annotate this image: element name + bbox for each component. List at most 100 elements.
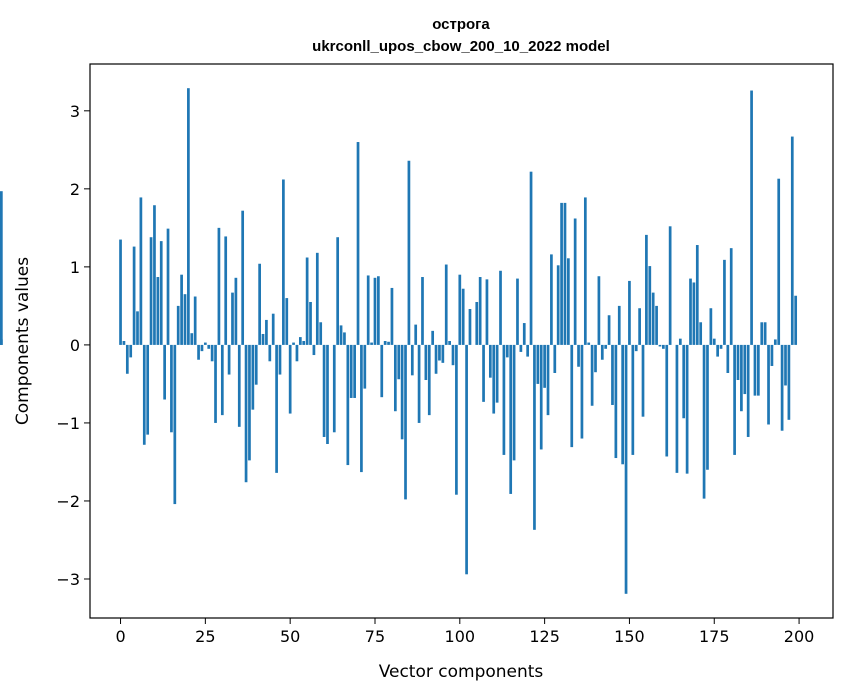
bar bbox=[567, 258, 570, 345]
bar bbox=[600, 344, 604, 360]
bar bbox=[478, 277, 482, 345]
bar bbox=[241, 210, 245, 345]
bar bbox=[346, 344, 350, 466]
bar bbox=[716, 344, 719, 357]
bar bbox=[628, 280, 631, 345]
y-tick-label: −1 bbox=[56, 414, 80, 433]
bar bbox=[611, 344, 614, 405]
bar bbox=[583, 197, 587, 345]
bar bbox=[461, 288, 465, 345]
bar bbox=[733, 344, 736, 455]
bar bbox=[312, 344, 316, 356]
bar bbox=[203, 342, 207, 345]
bar bbox=[570, 344, 574, 448]
bar bbox=[536, 344, 540, 384]
bar bbox=[709, 308, 713, 345]
bar bbox=[689, 278, 692, 345]
bar bbox=[136, 311, 139, 345]
bar bbox=[393, 344, 397, 412]
bar bbox=[224, 236, 228, 345]
bar bbox=[509, 344, 513, 494]
bar bbox=[404, 344, 407, 500]
bar bbox=[397, 344, 401, 380]
bar bbox=[159, 241, 163, 345]
bar bbox=[665, 344, 669, 457]
bar bbox=[315, 252, 319, 345]
y-tick-label: 0 bbox=[70, 336, 80, 355]
bar bbox=[505, 344, 509, 358]
bar bbox=[163, 344, 166, 400]
bar bbox=[597, 276, 601, 345]
bar bbox=[695, 245, 699, 345]
bar bbox=[332, 344, 336, 433]
bar bbox=[305, 257, 309, 345]
bar bbox=[227, 344, 231, 375]
bar bbox=[682, 344, 686, 419]
bar-series bbox=[0, 88, 798, 594]
y-tick-label: 1 bbox=[70, 258, 80, 277]
bar bbox=[468, 309, 472, 345]
bar bbox=[529, 171, 533, 345]
bar bbox=[214, 344, 217, 423]
bar bbox=[692, 282, 696, 345]
bar bbox=[712, 338, 716, 345]
bar bbox=[251, 344, 255, 410]
bar bbox=[777, 178, 781, 345]
bar bbox=[702, 344, 706, 499]
bar bbox=[0, 191, 3, 345]
bar bbox=[183, 294, 187, 345]
bar bbox=[244, 344, 248, 483]
bar bbox=[132, 246, 136, 345]
bar bbox=[641, 344, 645, 417]
x-tick-label: 100 bbox=[445, 627, 476, 646]
x-tick-label: 25 bbox=[195, 627, 215, 646]
bar bbox=[193, 296, 197, 345]
bar bbox=[410, 344, 414, 376]
bar bbox=[631, 344, 635, 455]
bar bbox=[431, 330, 435, 345]
bar bbox=[780, 344, 784, 431]
bar bbox=[794, 295, 798, 345]
bar bbox=[190, 333, 194, 345]
bar bbox=[760, 322, 764, 345]
bar bbox=[122, 341, 126, 345]
bar bbox=[424, 344, 428, 381]
bar bbox=[699, 322, 703, 345]
bar bbox=[729, 248, 733, 345]
bar bbox=[757, 344, 760, 396]
bar bbox=[624, 344, 628, 594]
bar bbox=[634, 344, 638, 352]
y-tick-label: 3 bbox=[70, 102, 80, 121]
bar bbox=[125, 344, 129, 374]
plot-frame bbox=[89, 63, 834, 619]
bar bbox=[343, 332, 346, 345]
bar bbox=[560, 202, 563, 345]
bar bbox=[563, 202, 567, 345]
bar bbox=[553, 344, 557, 373]
bar bbox=[298, 337, 302, 345]
bar bbox=[502, 344, 506, 455]
bar bbox=[217, 227, 221, 345]
bar bbox=[543, 344, 546, 388]
bar bbox=[119, 239, 122, 345]
bar bbox=[594, 344, 597, 373]
bar bbox=[526, 344, 530, 357]
bar bbox=[261, 333, 265, 345]
bar bbox=[451, 344, 455, 366]
x-tick-label: 125 bbox=[529, 627, 560, 646]
bar bbox=[139, 197, 143, 345]
bar bbox=[678, 338, 682, 345]
bar bbox=[499, 270, 502, 345]
bar bbox=[519, 344, 523, 352]
bar bbox=[295, 344, 299, 362]
bar bbox=[180, 274, 183, 345]
bar bbox=[465, 344, 468, 575]
bar bbox=[573, 218, 577, 345]
bar bbox=[271, 313, 275, 345]
bar bbox=[444, 264, 448, 345]
bar bbox=[648, 266, 652, 345]
bar bbox=[770, 344, 774, 366]
bar bbox=[638, 308, 641, 345]
bar bbox=[773, 339, 777, 345]
